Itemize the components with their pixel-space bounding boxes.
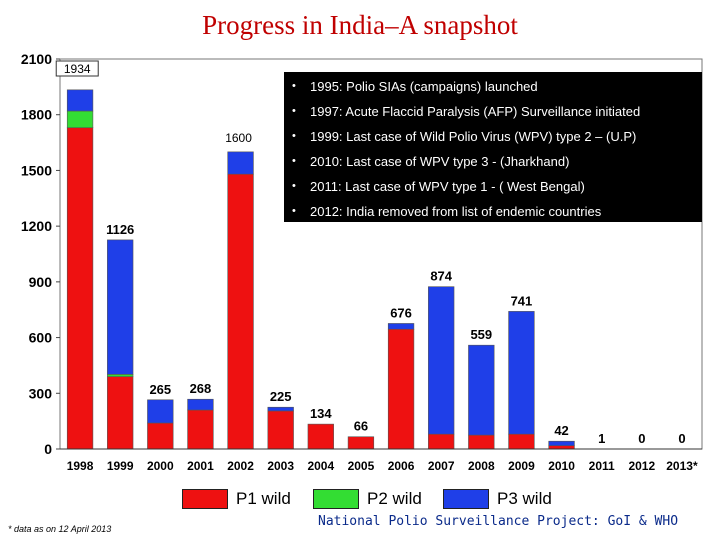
bar-segment xyxy=(187,409,214,450)
y-tick-label: 1500 xyxy=(21,162,52,178)
milestone-item: 1997: Acute Flaccid Paralysis (AFP) Surv… xyxy=(284,99,702,124)
data-label: 0 xyxy=(678,431,685,446)
legend: P1 wild P2 wild P3 wild xyxy=(0,488,720,512)
legend-item-p2: P2 wild xyxy=(313,488,422,510)
data-label: 225 xyxy=(270,389,292,404)
milestones-box: 1995: Polio SIAs (campaigns) launched 19… xyxy=(284,72,702,224)
y-tick-label: 1800 xyxy=(21,107,52,123)
y-tick-label: 2100 xyxy=(21,51,52,67)
data-label: 741 xyxy=(511,293,533,308)
chart-title: Progress in India–A snapshot xyxy=(202,10,518,40)
bar-segment xyxy=(548,440,575,446)
milestone-item: 2012: India removed from list of endemic… xyxy=(284,199,702,224)
data-label: 134 xyxy=(310,406,332,421)
x-tick-label: 2000 xyxy=(147,459,174,473)
data-label: 676 xyxy=(390,305,412,320)
y-tick-label: 1200 xyxy=(21,218,52,234)
milestone-item: 1995: Polio SIAs (campaigns) launched xyxy=(284,74,702,99)
data-label: 0 xyxy=(638,431,645,446)
bar-segment xyxy=(66,127,94,450)
x-tick-label: 1998 xyxy=(67,459,94,473)
x-tick-label: 2002 xyxy=(227,459,254,473)
legend-swatch-p3 xyxy=(443,489,489,509)
bar-segment xyxy=(508,433,535,450)
bar-segment xyxy=(267,406,294,412)
legend-swatch-p1 xyxy=(182,489,228,509)
milestone-item: 1999: Last case of Wild Polio Virus (WPV… xyxy=(284,124,702,149)
y-tick-label: 600 xyxy=(29,330,53,346)
bar-segment xyxy=(508,311,535,435)
bar-segment xyxy=(147,399,174,424)
x-tick-label: 2006 xyxy=(388,459,415,473)
data-label: 268 xyxy=(190,381,212,396)
legend-swatch-p2 xyxy=(313,489,359,509)
bar-segment xyxy=(548,445,575,450)
x-tick-label: 2003 xyxy=(267,459,294,473)
x-tick-label: 1999 xyxy=(107,459,134,473)
bar-segment xyxy=(147,422,174,450)
source-credit: National Polio Surveillance Project: GoI… xyxy=(318,514,679,529)
data-label: 1934 xyxy=(64,62,91,76)
bar-segment xyxy=(227,173,254,450)
bar-segment xyxy=(107,374,134,377)
bar-segment xyxy=(66,89,94,112)
bar-segment xyxy=(428,433,455,450)
y-tick-label: 300 xyxy=(29,385,53,401)
legend-label-p3: P3 wild xyxy=(497,489,552,508)
data-label: 42 xyxy=(554,423,568,438)
legend-label-p2: P2 wild xyxy=(367,489,422,508)
x-tick-label: 2010 xyxy=(548,459,575,473)
data-label: 1 xyxy=(598,431,605,446)
x-tick-label: 2001 xyxy=(187,459,214,473)
legend-item-p1: P1 wild xyxy=(182,488,291,510)
x-tick-label: 2012 xyxy=(628,459,655,473)
data-label: 874 xyxy=(430,269,452,284)
x-tick-label: 2013* xyxy=(666,459,698,473)
x-tick-label: 2011 xyxy=(589,459,615,473)
annotation-box xyxy=(55,60,99,77)
x-tick-label: 2007 xyxy=(428,459,455,473)
y-tick-label: 900 xyxy=(29,274,53,290)
bar-segment xyxy=(387,323,415,330)
y-tick-label: 0 xyxy=(44,441,52,457)
bar-segment xyxy=(227,151,254,175)
data-label: 1600 xyxy=(225,131,252,145)
bar-segment xyxy=(307,423,334,450)
bar-segment xyxy=(468,434,495,450)
footnote: * data as on 12 April 2013 xyxy=(8,524,112,534)
bar-segment xyxy=(267,410,294,450)
legend-label-p1: P1 wild xyxy=(236,489,291,508)
legend-item-p3: P3 wild xyxy=(443,488,552,510)
x-tick-label: 2009 xyxy=(508,459,535,473)
data-label: 265 xyxy=(149,382,171,397)
bar-segment xyxy=(66,110,94,129)
bar-segment xyxy=(428,286,455,435)
data-label: 559 xyxy=(470,327,492,342)
bar-segment xyxy=(468,344,495,436)
bar-segment xyxy=(107,239,134,375)
x-tick-label: 2005 xyxy=(348,459,375,473)
bar-segment xyxy=(187,398,214,411)
milestone-item: 2011: Last case of WPV type 1 - ( West B… xyxy=(284,174,702,199)
data-label: 66 xyxy=(354,419,368,434)
bar-segment xyxy=(107,376,134,450)
data-label: 1126 xyxy=(106,222,134,237)
x-tick-label: 2008 xyxy=(468,459,495,473)
milestone-item: 2010: Last case of WPV type 3 - (Jharkha… xyxy=(284,149,702,174)
x-tick-label: 2004 xyxy=(307,459,334,473)
bar-segment xyxy=(387,328,415,450)
bar-segment xyxy=(347,436,375,450)
